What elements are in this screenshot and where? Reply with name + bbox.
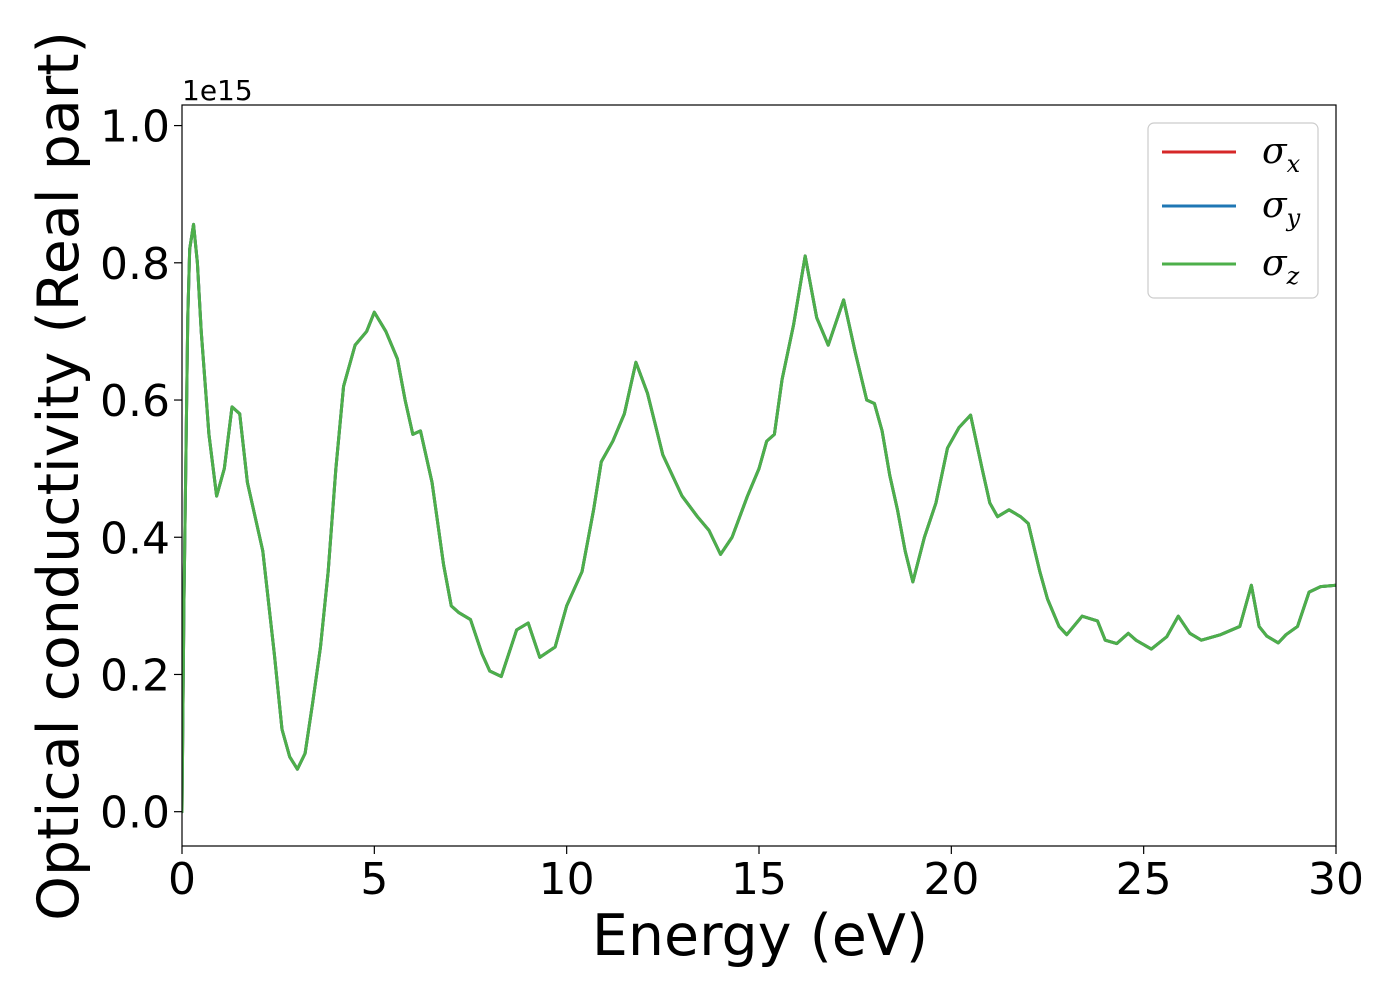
y-tick-label: 0.0 xyxy=(100,788,170,839)
legend: σx σy σz xyxy=(1147,122,1319,299)
x-axis-label: Energy (eV) xyxy=(592,903,928,969)
x-tick-label: 5 xyxy=(360,854,388,905)
y-tick-label: 0.8 xyxy=(100,239,170,290)
x-tick-label: 10 xyxy=(539,854,595,905)
x-tick-label: 30 xyxy=(1308,854,1364,905)
y-tick-label: 0.2 xyxy=(100,650,170,701)
series-line-x xyxy=(182,222,1336,814)
y-tick-label: 0.6 xyxy=(100,376,170,427)
y-axis: 0.0 0.2 0.4 0.6 0.8 1.0 xyxy=(100,102,182,839)
legend-label-z: σz xyxy=(1262,243,1300,290)
series-line-y xyxy=(182,222,1336,814)
legend-box xyxy=(1147,122,1319,299)
series-line-z xyxy=(182,222,1336,814)
y-offset-label: 1e15 xyxy=(182,74,253,107)
x-tick-label: 25 xyxy=(1116,854,1172,905)
y-tick-label: 1.0 xyxy=(100,102,170,153)
y-axis-label: Optical conductivity (Real part) xyxy=(26,31,92,921)
legend-label-y: σy xyxy=(1262,185,1301,232)
x-tick-label: 20 xyxy=(923,854,979,905)
x-tick-label: 15 xyxy=(731,854,787,905)
x-axis: 0 5 10 15 20 25 30 xyxy=(168,846,1364,905)
x-tick-label: 0 xyxy=(168,854,196,905)
y-tick-label: 0.4 xyxy=(100,513,170,564)
legend-label-x: σx xyxy=(1262,131,1301,178)
